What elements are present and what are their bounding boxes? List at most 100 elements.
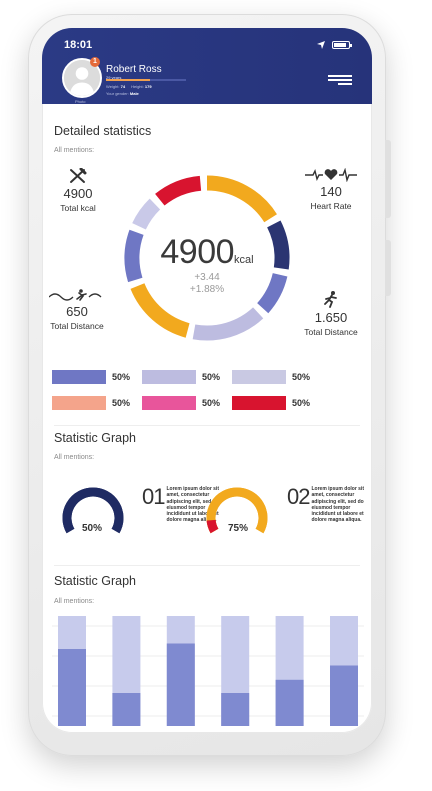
legend-item: 50%	[142, 370, 220, 384]
donut-segment	[124, 229, 144, 283]
legend-item: 50%	[52, 396, 130, 410]
user-age: 29 years	[106, 75, 122, 80]
statistic-graph-2-subtitle: All mentions:	[54, 598, 95, 605]
profile-progress-fill	[106, 79, 150, 81]
delta-1: +3.44	[194, 272, 220, 283]
legend-swatch	[142, 370, 196, 384]
gauge-fill	[62, 487, 124, 534]
calorie-donut-chart	[124, 175, 290, 341]
legend-label: 50%	[292, 398, 311, 408]
legend-label: 50%	[202, 398, 221, 408]
info-item-2: 02 Lorem ipsum dolor sit amet, consectet…	[287, 486, 367, 524]
volume-button	[385, 140, 391, 218]
legend-swatch	[232, 370, 286, 384]
weight-label: Weight:	[106, 84, 120, 89]
donut-segment	[267, 220, 290, 270]
weight-value: 74	[120, 84, 126, 89]
detailed-stats-title: Detailed statistics	[54, 124, 152, 138]
legend-label: 50%	[292, 372, 311, 382]
legend-label: 50%	[112, 372, 131, 382]
heart-rate-label: Heart Rate	[310, 201, 352, 211]
bar	[166, 643, 195, 726]
heart-rate-value: 140	[320, 184, 342, 199]
total-kcal-label: Total kcal	[60, 203, 96, 213]
distance-right-label: Total Distance	[304, 327, 358, 337]
gauge-2-label: 75%	[228, 523, 249, 534]
battery-icon	[332, 41, 352, 49]
profile-header: 18:01 1 Photo Robert Ross 29 years Weigh…	[42, 28, 372, 104]
total-kcal-value: 4900	[63, 186, 93, 201]
gender-label: Your gender:	[106, 91, 129, 96]
statistic-bar-chart	[52, 616, 364, 726]
stat-total-kcal: 4900 Total kcal	[48, 168, 108, 213]
status-icons	[316, 40, 352, 50]
legend-item: 50%	[232, 396, 310, 410]
item-1-number: 01	[142, 484, 166, 509]
center-value: 4900	[160, 233, 235, 271]
statistic-graph-2-title: Statistic Graph	[54, 574, 136, 588]
legend-item: 50%	[232, 370, 310, 384]
height-value: 179	[144, 84, 152, 89]
legend-label: 50%	[202, 372, 221, 382]
legend-item: 50%	[142, 396, 220, 410]
power-button	[385, 240, 391, 296]
user-meta: Weight: 74 Height: 179	[106, 84, 152, 89]
center-unit: kcal	[234, 254, 254, 266]
chart-grid	[52, 625, 364, 717]
stat-total-distance-right: 1.650 Total Distance	[294, 290, 368, 337]
statistic-graph-1-title: Statistic Graph	[54, 431, 136, 445]
divider	[54, 425, 360, 426]
gauge-accent	[206, 519, 219, 534]
legend-label: 50%	[112, 398, 131, 408]
app-screen: 18:01 1 Photo Robert Ross 29 years Weigh…	[42, 28, 372, 733]
item-2-number: 02	[287, 484, 311, 509]
item-1-text: Lorem ipsum dolor sit amet, consectetur …	[166, 486, 219, 524]
gender-value: Male	[129, 91, 139, 96]
profile-progress-bar	[106, 79, 186, 81]
donut-center: 4900kcal +3.44 +1.88%	[116, 233, 298, 295]
gauge-fill	[206, 487, 268, 534]
donut-segment	[256, 272, 288, 314]
statistic-graph-1-subtitle: All mentions:	[54, 454, 95, 461]
heartbeat-icon	[305, 168, 357, 182]
item-2-text: Lorem ipsum dolor sit amet, consectetur …	[311, 486, 364, 524]
stat-heart-rate: 140 Heart Rate	[296, 168, 366, 211]
donut-segment	[132, 198, 161, 230]
bar	[221, 693, 250, 726]
donut-segment	[192, 307, 264, 341]
running-trail-icon	[49, 289, 102, 301]
user-silhouette-icon	[64, 60, 100, 96]
bar	[112, 693, 141, 726]
notification-badge[interactable]: 1	[90, 57, 100, 67]
legend-swatch	[52, 370, 106, 384]
user-name: Robert Ross	[106, 64, 162, 75]
bar	[58, 649, 86, 726]
status-time: 18:01	[64, 39, 93, 51]
legend-swatch	[142, 396, 196, 410]
location-icon	[317, 41, 325, 49]
detailed-stats-subtitle: All mentions:	[54, 147, 95, 154]
user-gender: Your gender: Male	[106, 91, 139, 96]
legend-swatch	[232, 396, 286, 410]
divider	[54, 565, 360, 566]
info-item-1: 01 Lorem ipsum dolor sit amet, consectet…	[142, 486, 222, 524]
donut-segment	[206, 175, 277, 223]
bar	[330, 665, 358, 726]
height-label: Height:	[131, 84, 144, 89]
delta-2: +1.88%	[189, 283, 225, 295]
donut-segment	[155, 175, 202, 206]
gauge-50	[62, 487, 124, 534]
distance-right-value: 1.650	[314, 310, 348, 325]
stat-total-distance-left: 650 Total Distance	[42, 288, 112, 331]
donut-segment	[130, 283, 190, 338]
distance-left-label: Total Distance	[50, 321, 104, 331]
fork-knife-icon	[70, 168, 87, 183]
menu-icon[interactable]	[328, 75, 352, 87]
photo-label: Photo	[75, 99, 86, 104]
gauge-1-label: 50%	[82, 523, 103, 534]
gauge-75	[206, 487, 268, 534]
bar	[275, 679, 304, 726]
legend-swatch	[52, 396, 106, 410]
distance-left-value: 650	[66, 304, 88, 319]
runner-icon	[324, 291, 337, 308]
